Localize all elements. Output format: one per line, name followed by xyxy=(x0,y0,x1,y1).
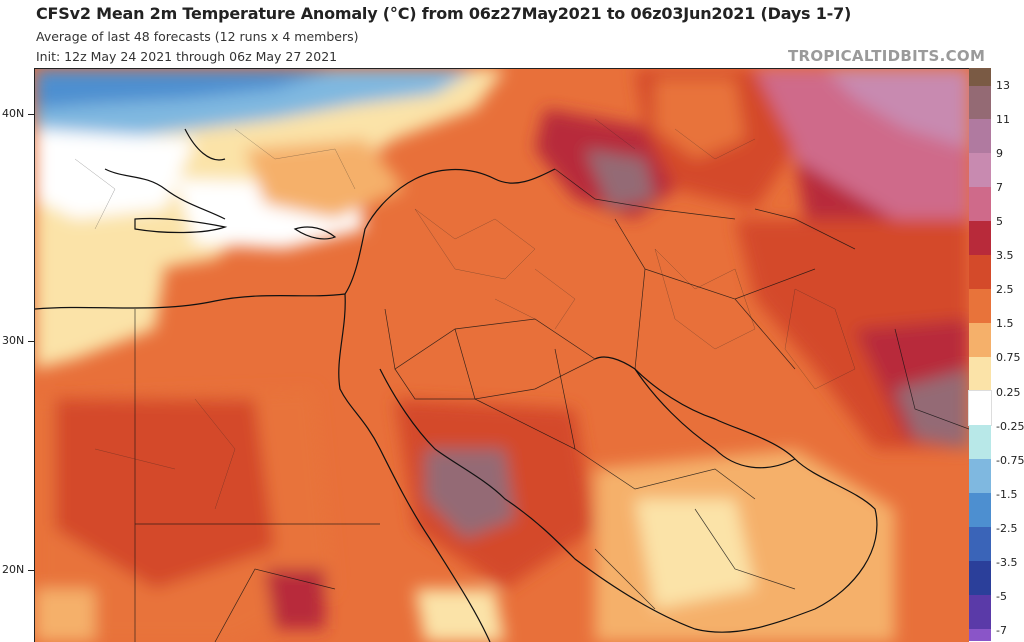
chart-title: CFSv2 Mean 2m Temperature Anomaly (°C) f… xyxy=(36,4,852,23)
colorbar-segment xyxy=(968,390,992,426)
colorbar-segment xyxy=(969,357,991,391)
colorbar-label: 2.5 xyxy=(996,283,1014,296)
colorbar-segment xyxy=(969,629,991,641)
colorbar-label: -5 xyxy=(996,590,1007,603)
colorbar-label: 0.75 xyxy=(996,351,1021,364)
colorbar-label: 7 xyxy=(996,181,1003,194)
colorbar-segment xyxy=(969,289,991,323)
coastlines xyxy=(35,128,878,642)
colorbar-segment xyxy=(969,459,991,493)
colorbar-segment xyxy=(969,561,991,595)
chart-subtitle-init: Init: 12z May 24 2021 through 06z May 27… xyxy=(36,49,338,64)
colorbar-segment xyxy=(969,255,991,289)
colorbar-segment xyxy=(969,221,991,255)
colorbar-segment xyxy=(969,425,991,459)
colorbar-label: 1.5 xyxy=(996,317,1014,330)
colorbar-label: -0.25 xyxy=(996,420,1024,433)
anomaly-map-svg xyxy=(35,69,969,642)
anomaly-map xyxy=(34,68,969,642)
colorbar-label: -3.5 xyxy=(996,556,1018,569)
colorbar-label: 13 xyxy=(996,79,1010,92)
colorbar-segment xyxy=(969,595,991,629)
brand-watermark: TROPICALTIDBITS.COM xyxy=(788,47,986,65)
colorbar-segment xyxy=(969,493,991,527)
colorbar-label: -2.5 xyxy=(996,522,1018,535)
anomaly-field xyxy=(35,69,969,642)
colorbar-segment xyxy=(969,527,991,561)
country-borders xyxy=(134,168,969,642)
colorbar-label: -0.75 xyxy=(996,454,1024,467)
lat-tick-20n xyxy=(28,570,34,571)
chart-header: CFSv2 Mean 2m Temperature Anomaly (°C) f… xyxy=(0,0,1024,68)
colorbar-segment xyxy=(969,68,991,86)
lat-tick-30n xyxy=(28,341,34,342)
chart-subtitle-forecasts: Average of last 48 forecasts (12 runs x … xyxy=(36,29,359,44)
colorbar xyxy=(968,68,992,641)
colorbar-segment xyxy=(969,119,991,153)
colorbar-label: 3.5 xyxy=(996,249,1014,262)
colorbar-label: -1.5 xyxy=(996,488,1018,501)
lat-tick-40n xyxy=(28,114,34,115)
colorbar-segment xyxy=(969,153,991,187)
colorbar-segment xyxy=(969,187,991,221)
province-borders xyxy=(74,118,856,510)
colorbar-segment xyxy=(969,323,991,357)
colorbar-label: 9 xyxy=(996,147,1003,160)
colorbar-label: 0.25 xyxy=(996,386,1021,399)
lat-label-20n: 20N xyxy=(2,563,25,576)
colorbar-label: 11 xyxy=(996,113,1010,126)
lat-label-40n: 40N xyxy=(2,107,25,120)
colorbar-label: -7 xyxy=(996,624,1007,637)
colorbar-segment xyxy=(969,86,991,119)
colorbar-label: 5 xyxy=(996,215,1003,228)
lat-label-30n: 30N xyxy=(2,334,25,347)
